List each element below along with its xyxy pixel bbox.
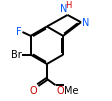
Text: O: O: [56, 86, 63, 96]
Text: O: O: [29, 86, 37, 96]
Text: N: N: [59, 4, 67, 14]
Text: Me: Me: [64, 86, 78, 96]
Text: Br: Br: [11, 50, 21, 60]
Text: H: H: [65, 1, 71, 10]
Text: N: N: [82, 18, 89, 28]
Text: F: F: [16, 27, 22, 37]
